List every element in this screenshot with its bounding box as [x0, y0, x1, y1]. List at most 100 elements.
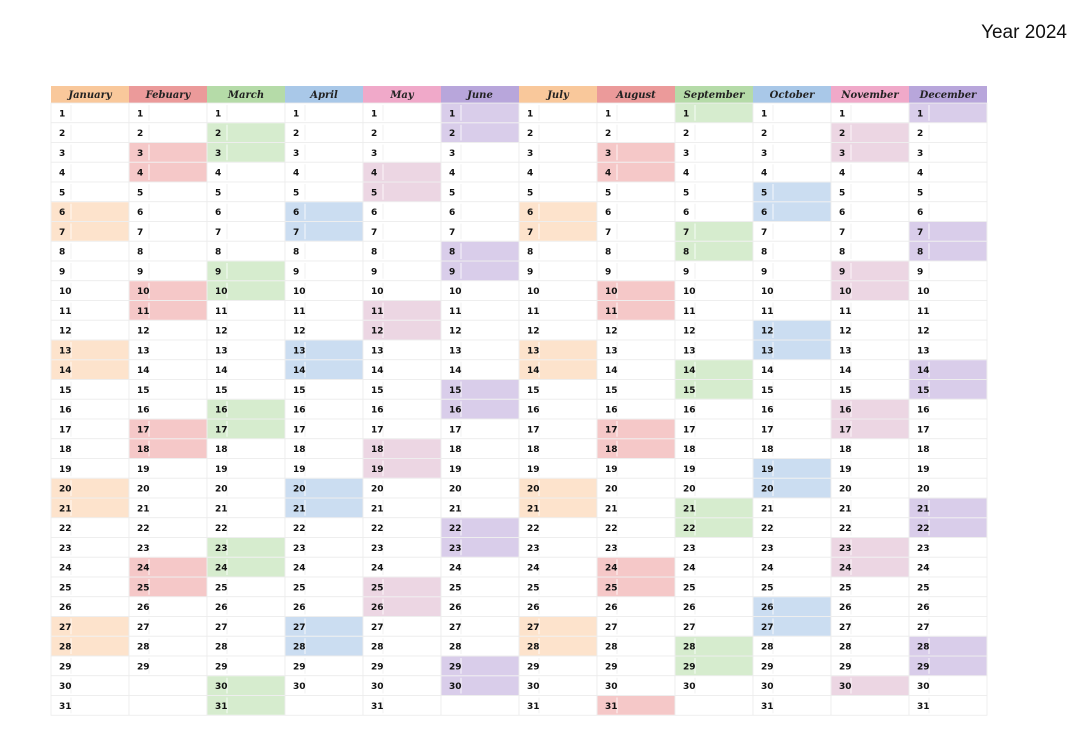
day-number: 14	[371, 366, 384, 376]
day-number: 16	[761, 406, 774, 416]
day-number: 9	[137, 267, 143, 277]
month-header-bg	[363, 86, 441, 103]
day-number: 22	[527, 524, 540, 534]
day-number: 15	[215, 386, 228, 396]
day-number: 3	[527, 149, 533, 159]
day-number: 22	[605, 524, 618, 534]
day-number: 6	[293, 208, 299, 218]
day-number: 26	[449, 603, 462, 613]
day-number: 21	[293, 504, 306, 514]
day-number: 25	[293, 583, 306, 593]
day-number: 22	[839, 524, 852, 534]
month-header-bg	[753, 86, 831, 103]
day-number: 5	[527, 188, 533, 198]
day-number: 26	[527, 603, 540, 613]
day-number: 15	[839, 386, 852, 396]
day-number: 15	[293, 386, 306, 396]
day-number: 24	[293, 564, 306, 574]
day-number: 21	[137, 504, 150, 514]
month-header: November	[840, 90, 899, 101]
day-number: 15	[371, 386, 384, 396]
day-number: 18	[683, 445, 696, 455]
day-number: 19	[527, 465, 540, 475]
day-number: 26	[137, 603, 150, 613]
day-number: 16	[137, 406, 150, 416]
day-number: 14	[839, 366, 852, 376]
day-number: 5	[761, 188, 767, 198]
day-number: 20	[605, 485, 618, 495]
day-number: 6	[527, 208, 533, 218]
day-number: 20	[683, 485, 696, 495]
day-number: 11	[59, 307, 72, 317]
day-number: 19	[215, 465, 228, 475]
day-number: 30	[371, 682, 384, 692]
day-number: 21	[527, 504, 540, 514]
day-number: 17	[683, 425, 696, 435]
day-number: 7	[917, 228, 923, 238]
day-number: 23	[917, 544, 930, 554]
day-number: 5	[371, 188, 377, 198]
day-number: 28	[449, 643, 462, 653]
day-number: 2	[605, 129, 611, 139]
day-number: 12	[917, 327, 930, 337]
day-number: 13	[215, 346, 228, 356]
day-number: 28	[527, 643, 540, 653]
day-number: 6	[449, 208, 455, 218]
day-number: 7	[449, 228, 455, 238]
day-number: 26	[371, 603, 384, 613]
day-number: 18	[761, 445, 774, 455]
day-number: 29	[215, 662, 228, 672]
day-number: 4	[371, 169, 377, 179]
day-number: 8	[137, 248, 143, 258]
day-number: 13	[59, 346, 72, 356]
day-number: 14	[761, 366, 774, 376]
day-number: 26	[839, 603, 852, 613]
day-number: 13	[371, 346, 384, 356]
day-number: 19	[839, 465, 852, 475]
day-number: 30	[683, 682, 696, 692]
month-header-bg	[909, 86, 987, 103]
day-number: 11	[137, 307, 150, 317]
cell	[128, 695, 208, 716]
day-number: 2	[761, 129, 767, 139]
day-number: 9	[761, 267, 767, 277]
day-number: 15	[137, 386, 150, 396]
day-number: 27	[605, 623, 618, 633]
day-number: 14	[137, 366, 150, 376]
day-number: 10	[761, 287, 774, 297]
day-number: 7	[59, 228, 65, 238]
month-header-bg	[675, 86, 753, 103]
day-number: 25	[761, 583, 774, 593]
day-number: 22	[59, 524, 72, 534]
day-number: 21	[605, 504, 618, 514]
day-number: 20	[527, 485, 540, 495]
day-number: 12	[605, 327, 618, 337]
day-number: 25	[683, 583, 696, 593]
day-number: 8	[683, 248, 689, 258]
day-number: 24	[137, 564, 150, 574]
day-number: 29	[137, 662, 150, 672]
day-number: 26	[215, 603, 228, 613]
day-number: 16	[215, 406, 228, 416]
day-number: 11	[683, 307, 696, 317]
day-number: 18	[917, 445, 930, 455]
day-number: 23	[59, 544, 72, 554]
day-number: 24	[683, 564, 696, 574]
cell	[440, 695, 520, 716]
day-number: 2	[449, 129, 455, 139]
day-number: 26	[917, 603, 930, 613]
day-number: 13	[683, 346, 696, 356]
day-number: 27	[839, 623, 852, 633]
day-number: 21	[59, 504, 72, 514]
day-number: 21	[215, 504, 228, 514]
day-number: 24	[215, 564, 228, 574]
day-number: 26	[683, 603, 696, 613]
day-number: 17	[761, 425, 774, 435]
day-number: 23	[215, 544, 228, 554]
day-number: 19	[683, 465, 696, 475]
day-number: 11	[215, 307, 228, 317]
day-number: 9	[683, 267, 689, 277]
day-number: 12	[527, 327, 540, 337]
day-number: 16	[449, 406, 462, 416]
day-number: 1	[761, 109, 767, 119]
